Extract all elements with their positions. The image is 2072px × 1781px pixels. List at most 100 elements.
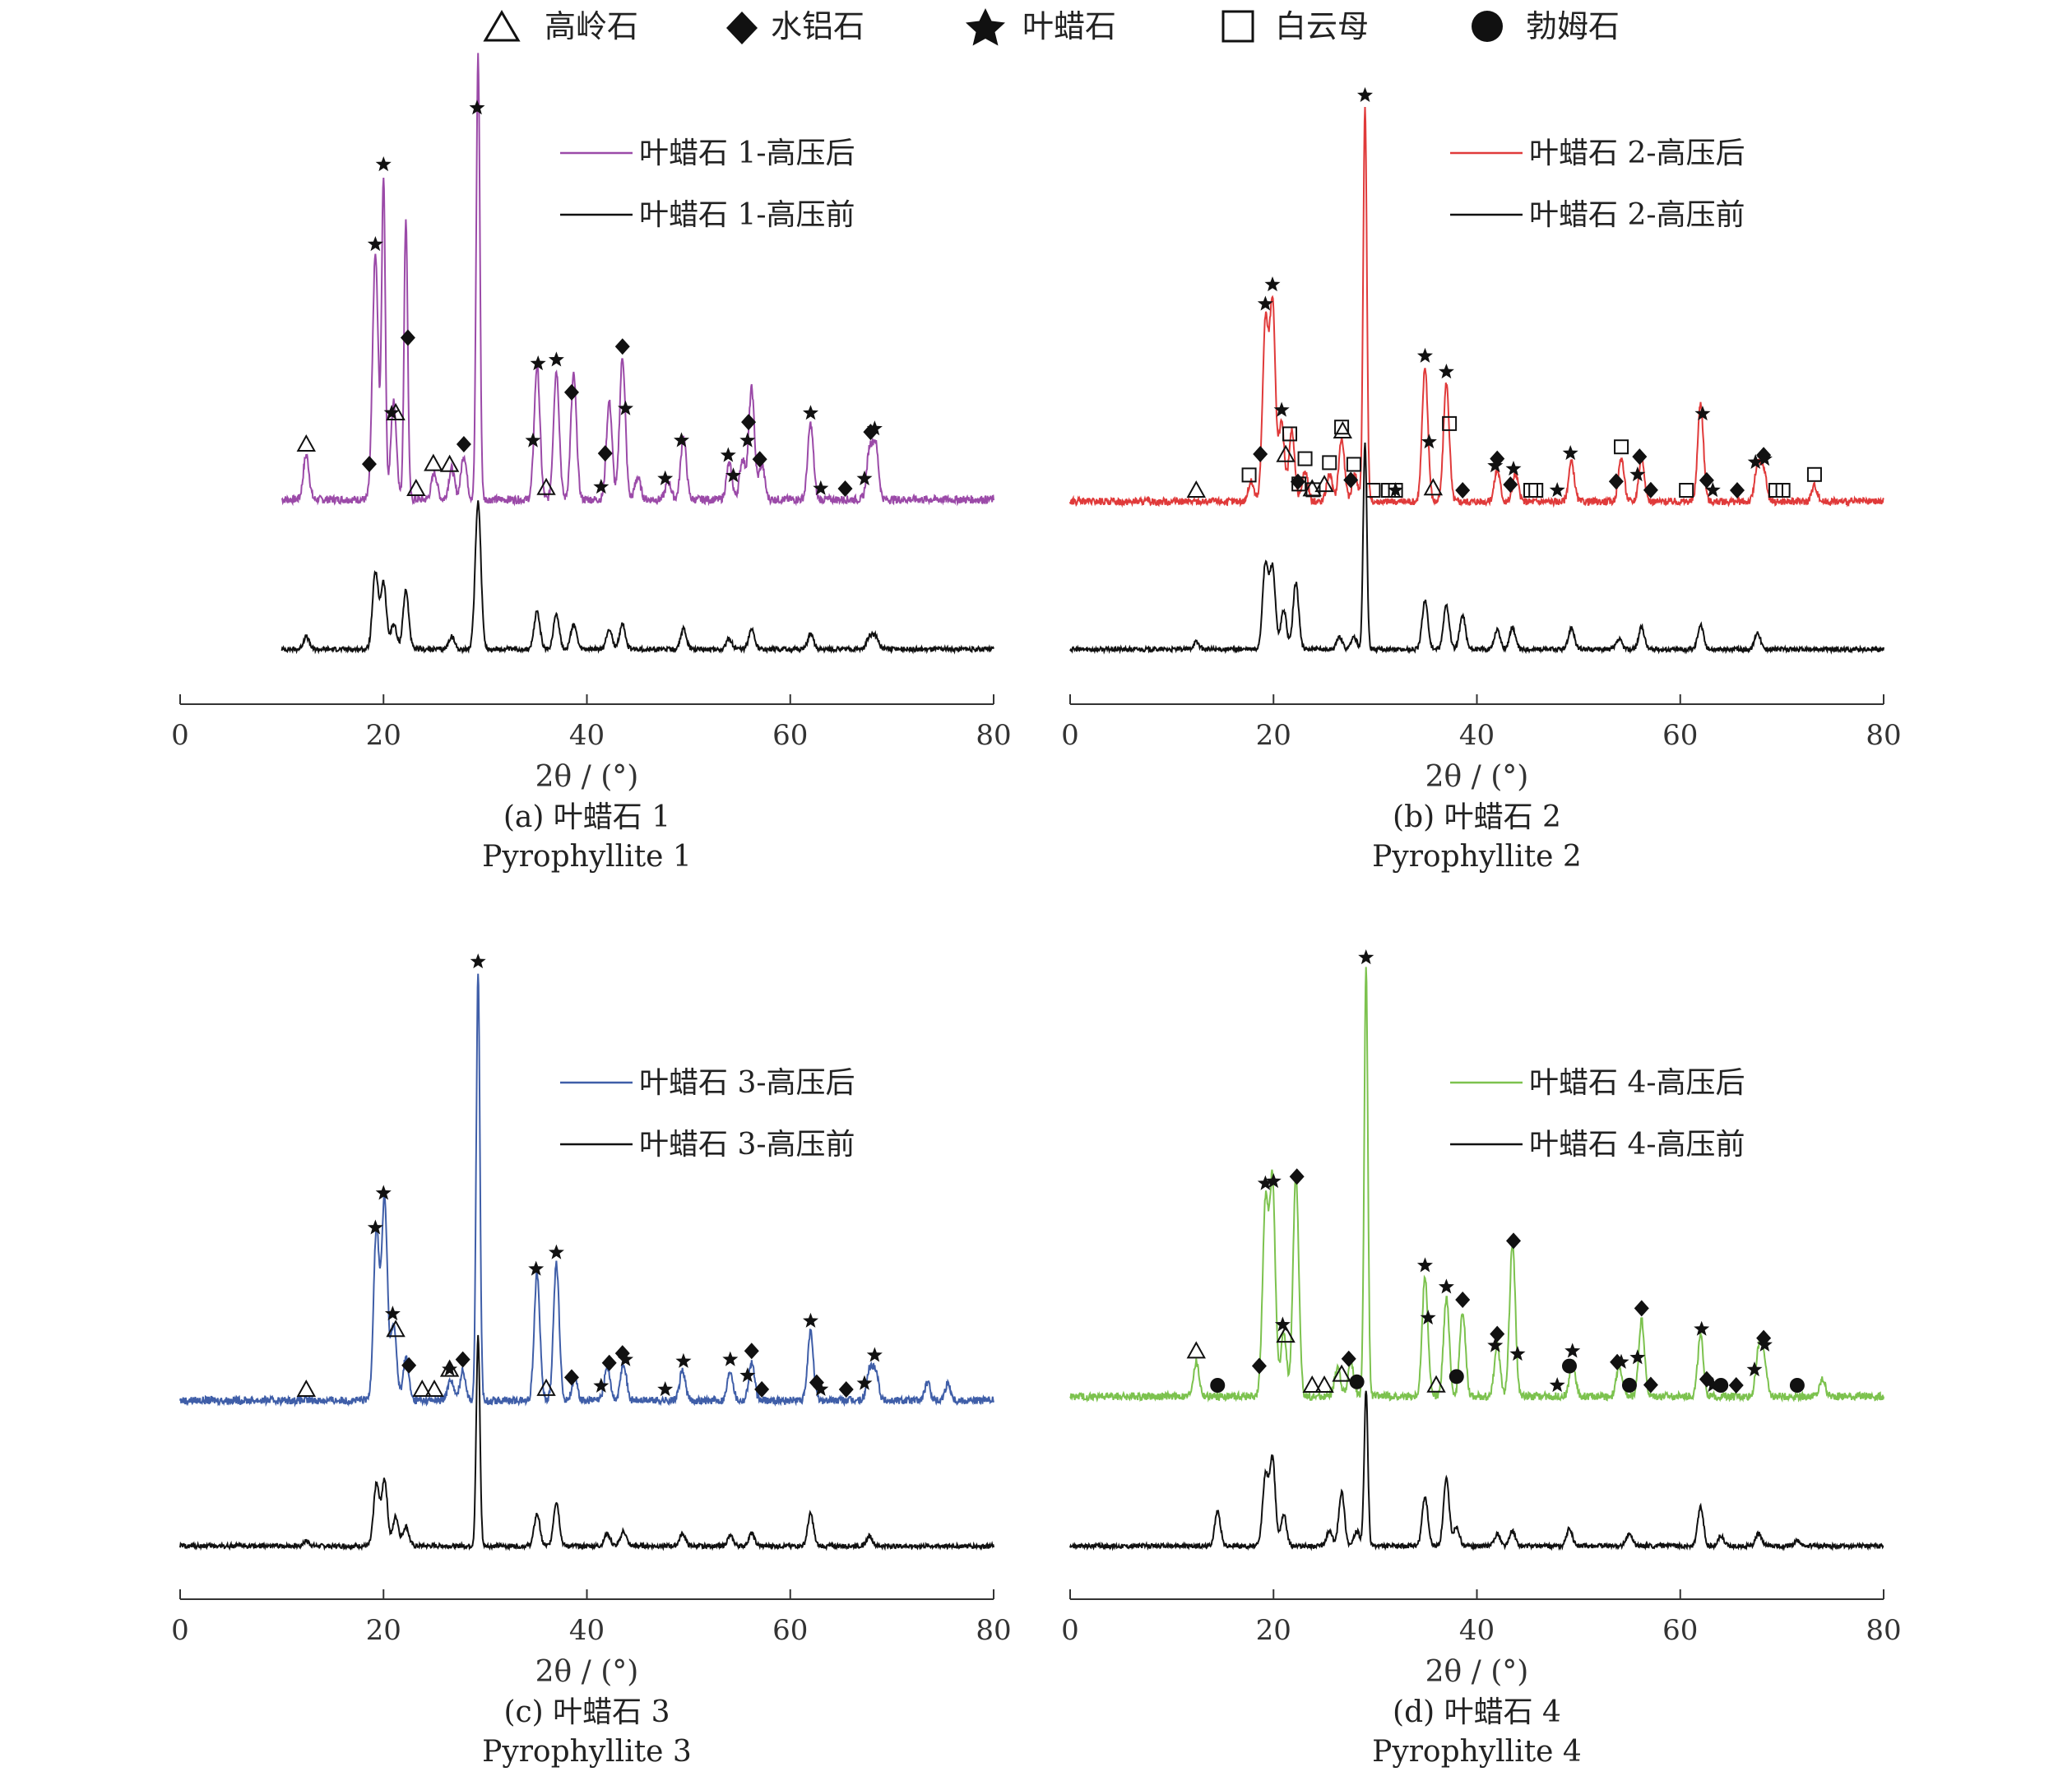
triangle-open-marker [406,478,426,496]
diamond-filled-marker [1728,1377,1744,1394]
triangle-open-marker [439,454,460,472]
star-filled-marker [1629,466,1646,482]
square-open-marker [1241,467,1257,483]
diamond-filled-marker [744,1343,759,1360]
circle-filled-marker [1449,1369,1464,1384]
x-axis-title: 2θ / (°) [535,760,639,794]
caption-cn: (d) 叶蜡石 4 [1393,1695,1561,1729]
x-tick-label: 0 [171,719,189,752]
x-axis-title: 2θ / (°) [535,1655,639,1689]
star-filled-marker [1704,1377,1721,1393]
diamond-filled-marker [1608,473,1624,490]
star-filled-marker [1629,1349,1646,1365]
star-filled-marker [657,1381,674,1397]
series-line-after [1069,967,1884,1403]
star-filled-marker [1549,482,1565,498]
star-filled-marker [1358,949,1374,965]
star-filled-marker [383,404,400,420]
diamond-filled-marker [563,383,579,401]
star-filled-marker [803,1312,818,1328]
star-filled-marker [1357,86,1373,102]
square-open-marker [1305,482,1321,498]
diamond-filled-marker [1699,471,1714,489]
legend-label-diaspore: 水铝石 [771,8,864,44]
circle-filled-marker [1789,1378,1805,1393]
triangle-open-marker [1423,478,1444,496]
legend-item-muscovite: 白云母 [1221,8,1369,44]
x-tick-label: 0 [1061,1614,1079,1647]
legend-label: 叶蜡石 4-高压后 [1529,1066,1745,1100]
diamond-filled-marker [837,480,853,497]
circle-filled-icon [1472,11,1503,42]
diamond-filled-marker [456,435,471,452]
square-open-marker [1365,482,1381,498]
diamond-filled-marker [401,1357,417,1374]
caption-en: Pyrophyllite 4 [1372,1735,1582,1769]
square-open-icon [1221,10,1254,43]
triangle-open-icon [483,10,521,42]
star-filled-marker [1694,1320,1710,1336]
diamond-filled-marker [1289,1168,1305,1185]
square-open-marker [1291,476,1307,492]
panel-b: 0 20 40 60 80 2θ / (°) (b) 叶蜡石 2 Pyrophyllite 2… [1061,86,1902,874]
series-line-before [1069,1390,1884,1551]
x-tick-label: 40 [569,1614,605,1647]
triangle-open-marker [424,453,443,471]
square-open-marker [1523,483,1539,498]
star-filled-marker [530,355,546,371]
diamond-filled-marker [1341,1350,1356,1367]
diamond-filled-marker [614,338,630,355]
star-filled-marker [1562,445,1578,461]
diamond-filled-marker [1634,1300,1649,1317]
diamond-filled-marker [1503,476,1518,494]
triangle-open-marker [1314,1375,1334,1393]
series-line-before [1069,443,1884,655]
legend-label-muscovite: 白云母 [1275,8,1369,44]
caption-cn: (c) 叶蜡石 3 [503,1695,670,1729]
star-filled-marker [1273,401,1290,417]
x-tick-label: 20 [1256,719,1291,752]
star-filled-marker [722,1351,739,1366]
star-filled-marker [375,156,392,172]
x-tick-label: 60 [772,1614,808,1647]
star-filled-marker [548,351,564,367]
square-open-marker [1297,451,1313,466]
circle-filled-marker [1713,1378,1729,1393]
triangle-open-marker [536,477,556,495]
x-tick-label: 60 [1662,1614,1698,1647]
triangle-open-marker [1302,1375,1322,1393]
x-tick-label: 20 [366,719,401,752]
star-filled-marker [593,1377,610,1393]
star-filled-marker [1421,434,1437,449]
star-filled-marker [1420,1310,1436,1325]
star-filled-marker [1487,457,1504,473]
diamond-filled-marker [455,1351,470,1368]
legend-label: 叶蜡石 1-高压前 [639,198,855,232]
star-filled-marker [725,467,741,483]
star-filled-marker [1265,1173,1282,1189]
star-filled-marker [528,1260,545,1276]
diamond-filled-marker [1490,1325,1505,1343]
star-filled-marker [593,479,610,494]
series-line-before [179,1334,994,1551]
star-filled-marker [866,1347,883,1362]
caption-cn: (a) 叶蜡石 1 [503,800,670,834]
square-open-marker [1346,457,1361,472]
diamond-filled-marker [1506,1232,1522,1250]
star-filled-marker [1564,1343,1581,1358]
diamond-filled-marker [752,451,767,468]
star-filled-marker [1746,1361,1763,1377]
x-tick-label: 80 [976,1614,1011,1647]
star-filled-marker [866,420,883,436]
triangle-open-marker [1186,1341,1206,1359]
legend-label: 叶蜡石 3-高压前 [639,1128,855,1162]
diamond-filled-marker [838,1381,854,1398]
circle-filled-marker [1561,1358,1577,1374]
x-tick-label: 80 [976,719,1011,752]
star-filled-marker [375,1185,392,1200]
legend-item-boehmite: 勃姆石 [1472,8,1620,44]
star-filled-marker [1416,1257,1433,1273]
diamond-filled-marker [1643,481,1658,499]
star-filled-marker [1438,1278,1454,1294]
